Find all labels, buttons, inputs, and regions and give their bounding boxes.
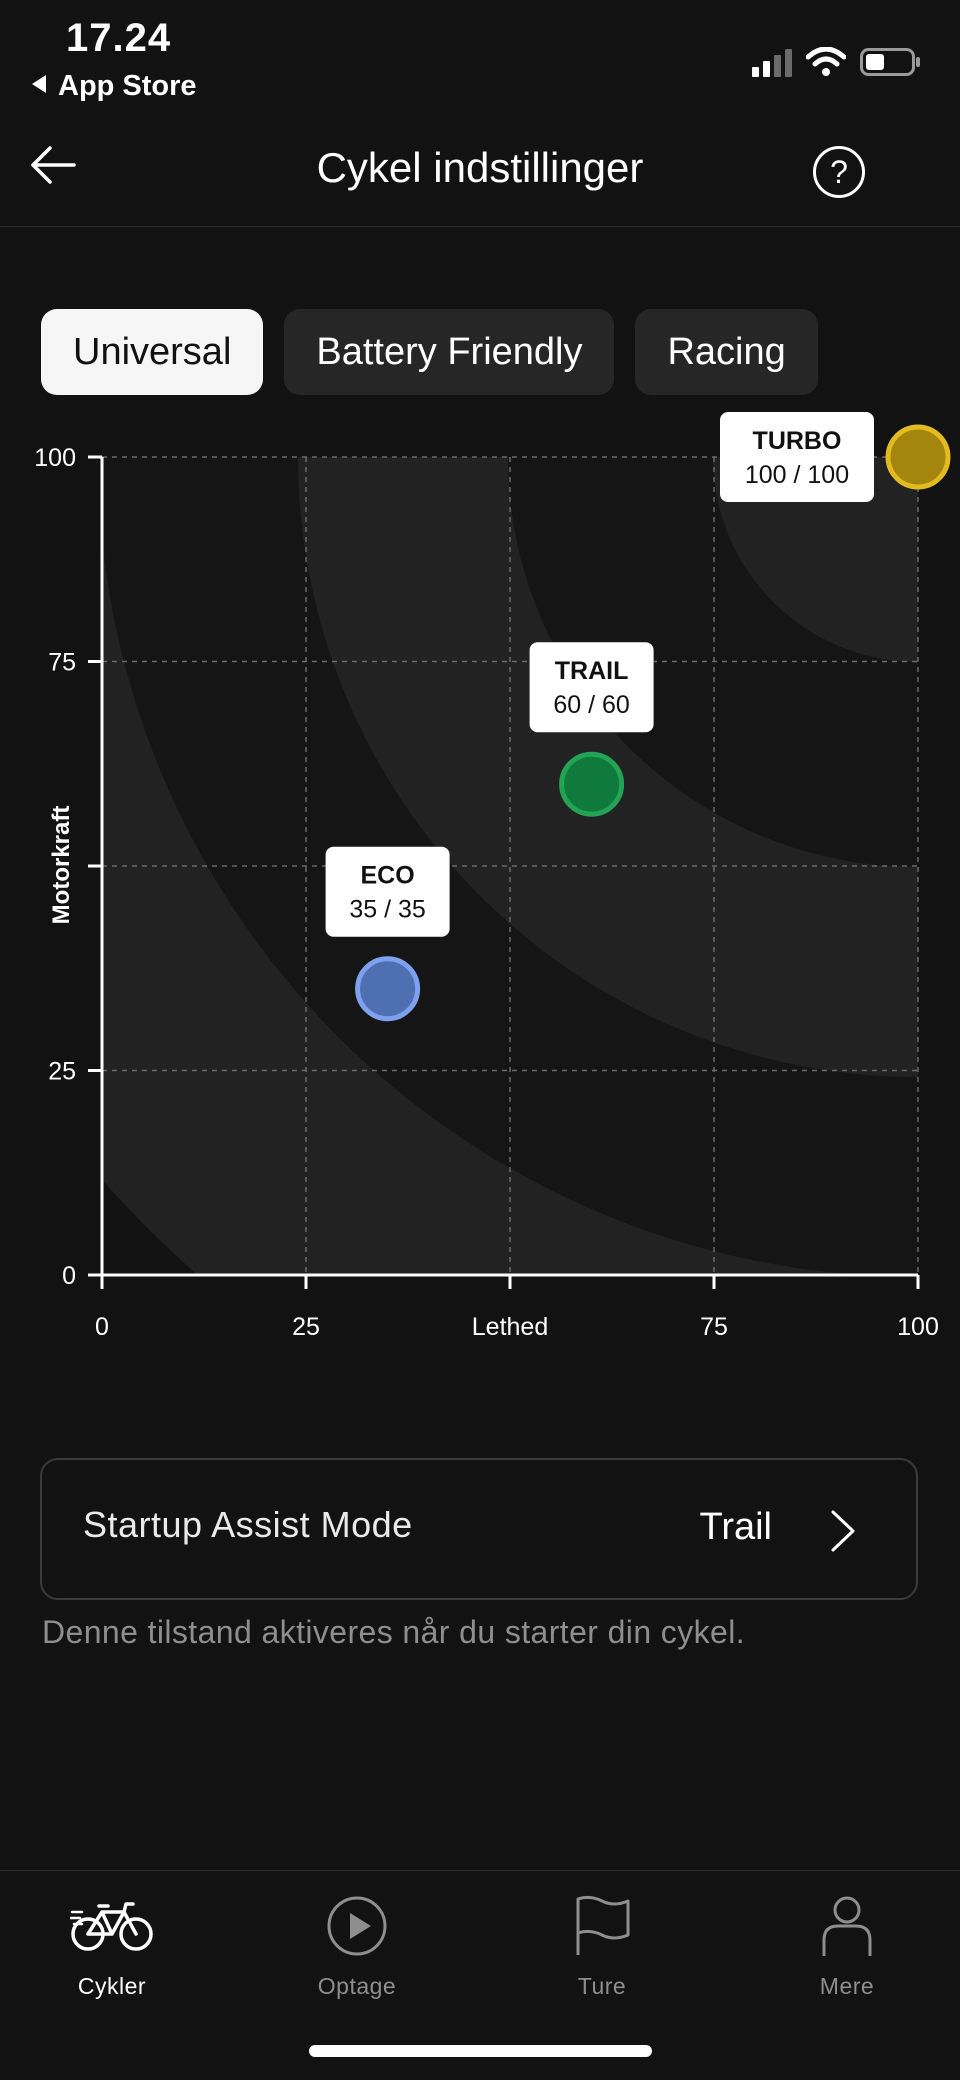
top-header: Cykel indstillinger ? [0,130,960,227]
mode-point-turbo[interactable]: TURBO 100 / 100 [720,412,951,502]
back-to-app-link[interactable]: App Store [32,70,197,103]
nav-item-mere[interactable]: Mere [767,1889,927,2000]
startup-assist-label: Startup Assist Mode [83,1504,413,1545]
point-name-label: ECO [361,862,415,890]
tab-battery-friendly[interactable]: Battery Friendly [284,309,615,395]
nav-label-cykler: Cykler [77,1973,147,1999]
nav-label-mere: Mere [819,1973,875,1999]
chart-background-bands [102,457,918,1275]
nav-label-optage: Optage [317,1973,397,1999]
status-indicators [752,44,922,80]
person-icon [822,1896,872,1956]
tab-racing[interactable]: Racing [635,309,818,395]
back-arrow-icon[interactable] [28,142,78,188]
y-tick-label: 100 [34,444,76,472]
point-callout [529,642,654,733]
mode-point-trail[interactable]: TRAIL 60 / 60 [529,642,654,817]
x-tick-label: 0 [95,1313,109,1341]
y-tick-label: 75 [48,649,76,677]
wifi-icon [806,47,846,76]
point-value-label: 60 / 60 [553,691,629,719]
help-icon[interactable]: ? [813,146,865,198]
home-indicator[interactable] [309,2045,652,2057]
nav-item-ture[interactable]: Ture [522,1889,682,2000]
tab-universal[interactable]: Universal [41,309,264,395]
point-callout [720,412,874,502]
point-value-label: 35 / 35 [349,896,425,924]
battery-icon [860,48,920,76]
cellular-signal-icon [752,47,792,77]
nav-item-optage[interactable]: Optage [277,1889,437,2000]
flag-icon [576,1895,630,1955]
status-time: 17.24 [66,16,172,60]
page-title: Cykel indstillinger [316,144,644,191]
y-axis-label: Motorkraft [48,806,75,925]
bike-icon [70,1902,153,1951]
x-tick-label: 75 [700,1313,728,1341]
point-marker-trail[interactable] [559,751,625,817]
point-marker-turbo[interactable] [885,424,951,490]
chart-tick-labels: 0 25 Lethed 75 100 100 75 25 0 [34,444,939,1341]
point-marker-eco[interactable] [355,956,421,1022]
back-triangle-icon [32,75,46,94]
y-tick-label: 0 [62,1262,76,1290]
y-tick-label: 25 [48,1058,76,1086]
chevron-right-icon [831,1510,855,1552]
assist-mode-chart[interactable]: 0 25 Lethed 75 100 100 75 25 0 Motorkraft ECO 35 … [0,400,960,1360]
play-icon [327,1896,387,1956]
back-app-label: App Store [58,70,197,102]
startup-assist-value: Trail [699,1506,772,1548]
point-value-label: 100 / 100 [745,461,849,489]
nav-label-ture: Ture [577,1973,627,1999]
point-name-label: TRAIL [555,657,629,685]
mode-tabs: Universal Battery Friendly Racing [41,309,818,395]
chart-axes [88,455,920,1289]
x-tick-label: Lethed [472,1313,548,1341]
x-tick-label: 25 [292,1313,320,1341]
point-callout [325,846,450,937]
mode-point-eco[interactable]: ECO 35 / 35 [325,846,450,1022]
startup-help-text: Denne tilstand aktiveres når du starter … [42,1614,745,1650]
nav-item-cykler[interactable]: Cykler [32,1889,192,2000]
bottom-tab-bar: Cykler Optage Ture Mere [0,1870,960,2080]
x-tick-label: 100 [897,1313,939,1341]
startup-assist-mode-row[interactable]: Startup Assist Mode Trail [40,1458,918,1600]
point-name-label: TURBO [753,427,842,455]
chart-points[interactable]: ECO 35 / 35 TRAIL 60 / 60 TURBO 100 / 100 [325,412,951,1022]
